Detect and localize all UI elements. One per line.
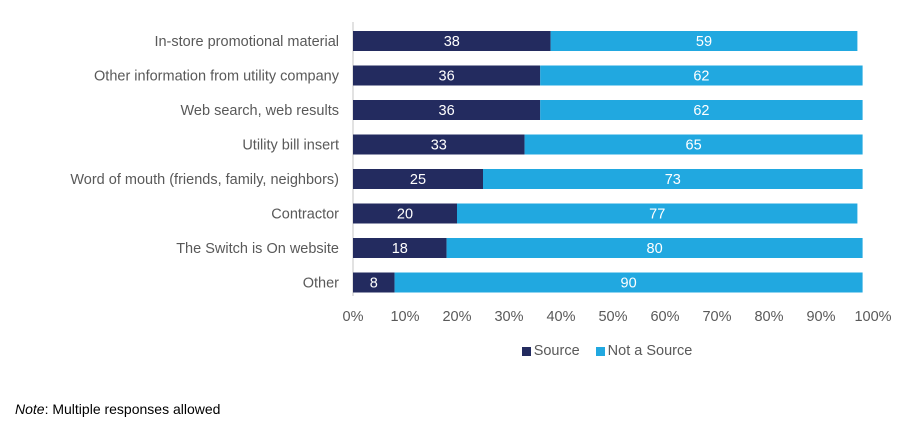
data-label-not-a-source: 65 [686, 138, 702, 154]
note-text: : Multiple responses allowed [44, 401, 221, 417]
data-label-not-a-source: 73 [665, 172, 681, 188]
bar-source [353, 134, 525, 155]
legend: Source Not a Source [0, 343, 914, 360]
bar-source [353, 238, 447, 258]
legend-swatch-source [521, 346, 531, 356]
category-label: Contractor [271, 207, 339, 223]
bar-source [353, 31, 551, 51]
legend-item-not-a-source: Not a Source [595, 343, 693, 359]
data-label-source: 38 [444, 34, 460, 50]
bar-source [353, 272, 395, 293]
data-label-source: 33 [431, 138, 447, 154]
data-label-source: 20 [397, 207, 413, 223]
data-label-source: 36 [439, 103, 455, 119]
category-label: Web search, web results [181, 103, 340, 119]
data-label-not-a-source: 90 [621, 276, 637, 292]
legend-item-source: Source [521, 343, 580, 359]
x-tick-label: 0% [343, 309, 364, 325]
data-label-source: 18 [392, 241, 408, 257]
bar-source [353, 65, 541, 86]
stacked-bar-chart: In-store promotional material Other infor… [70, 22, 892, 325]
x-tick-label: 20% [442, 309, 471, 325]
data-label-not-a-source: 62 [693, 69, 709, 85]
data-label-not-a-source: 59 [696, 34, 712, 50]
legend-label-not-a-source: Not a Source [607, 343, 693, 359]
legend-label-source: Source [533, 343, 580, 359]
data-label-not-a-source: 80 [647, 241, 663, 257]
bar-not-a-source [446, 238, 863, 258]
data-label-source: 8 [370, 276, 378, 292]
note-prefix: Note [15, 401, 45, 417]
bar-not-a-source [550, 31, 858, 51]
x-tick-label: 100% [854, 309, 891, 325]
x-tick-label: 70% [702, 309, 731, 325]
data-label-source: 25 [410, 172, 426, 188]
x-tick-label: 60% [650, 309, 679, 325]
x-tick-label: 50% [598, 309, 627, 325]
footnote: Note: Multiple responses allowed [15, 401, 220, 417]
bar-not-a-source [540, 100, 863, 120]
bar-source [353, 100, 541, 120]
bar-not-a-source [457, 203, 858, 224]
category-label: Word of mouth (friends, family, neighbor… [70, 172, 339, 188]
bar-not-a-source [483, 169, 863, 189]
category-label: Other [303, 276, 339, 292]
category-label: Other information from utility company [94, 69, 340, 85]
bar-source [353, 203, 457, 224]
category-label: In-store promotional material [154, 34, 339, 50]
bar-not-a-source [540, 65, 863, 86]
x-tick-label: 10% [390, 309, 419, 325]
x-tick-label: 90% [806, 309, 835, 325]
x-tick-label: 80% [754, 309, 783, 325]
category-label: Utility bill insert [242, 138, 339, 154]
x-tick-label: 40% [546, 309, 575, 325]
bar-not-a-source [524, 134, 863, 155]
x-tick-label: 30% [494, 309, 523, 325]
data-label-source: 36 [439, 69, 455, 85]
bar-not-a-source [394, 272, 863, 293]
data-label-not-a-source: 77 [649, 207, 665, 223]
bar-source [353, 169, 483, 189]
category-label: The Switch is On website [176, 241, 339, 257]
legend-swatch-not-a-source [595, 346, 605, 356]
data-label-not-a-source: 62 [693, 103, 709, 119]
